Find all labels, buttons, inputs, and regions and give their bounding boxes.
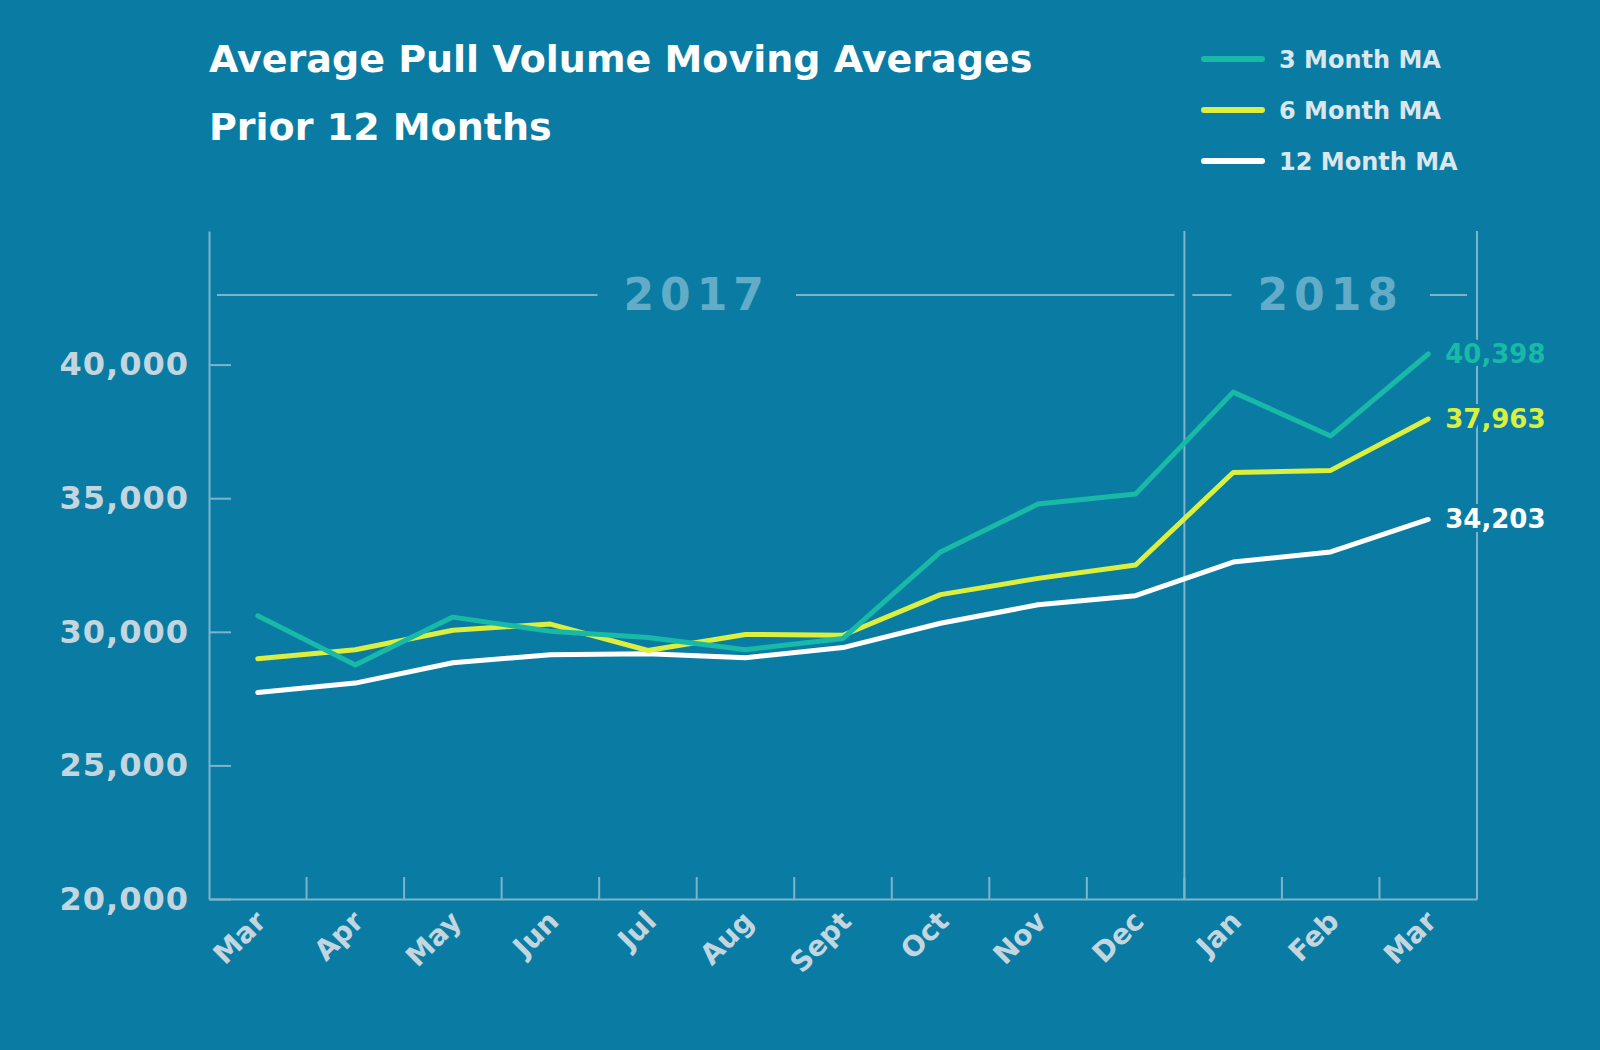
subtitle: Prior 12 Months: [209, 105, 552, 149]
y-axis-line: [209, 232, 211, 900]
x-tick-label: Dec: [1086, 905, 1151, 970]
category-separator: [793, 877, 795, 899]
x-tick-label: Aug: [693, 905, 760, 972]
y-tick-mark: [209, 765, 231, 767]
y-tick: 25,000: [60, 746, 231, 784]
category-separator: [988, 877, 990, 899]
title: Average Pull Volume Moving Averages: [209, 37, 1032, 81]
x-tick-label: May: [399, 905, 468, 974]
period-label: 2018: [1257, 269, 1403, 320]
category-separator: [1281, 877, 1283, 899]
series-line: [258, 354, 1428, 665]
x-tick: Mar: [1377, 904, 1443, 970]
y-tick-mark: [209, 364, 231, 366]
series-line: [258, 419, 1428, 659]
y-tick: 20,000: [60, 880, 231, 918]
value-label: 37,963: [1445, 404, 1545, 434]
x-tick: May: [399, 905, 468, 974]
x-axis: Mar Apr May Jun Jul Aug Sept Oct Nov Dec Jan Feb Mar: [207, 900, 1478, 980]
period-divider: [1183, 231, 1185, 899]
y-tick-label: 40,000: [60, 345, 189, 383]
category-separator: [1183, 877, 1185, 899]
background: [0, 0, 1600, 1050]
chart: Average Pull Volume Moving Averages Prior…: [0, 0, 1600, 1050]
x-tick: Oct: [894, 905, 955, 966]
period-rule: [1430, 294, 1467, 296]
legend: 3 Month MA 6 Month MA 12 Month MA: [1204, 46, 1458, 176]
x-axis-line: [210, 899, 1478, 901]
x-tick: Aug: [693, 905, 760, 972]
period-rule: [217, 294, 597, 296]
y-tick: 30,000: [60, 613, 231, 651]
y-tick-mark: [209, 631, 231, 633]
category-separator: [1378, 877, 1380, 899]
x-tick-label: Mar: [1377, 904, 1443, 970]
y-tick-label: 25,000: [60, 746, 189, 784]
legend-label: 12 Month MA: [1279, 148, 1458, 176]
x-tick: Feb: [1282, 905, 1346, 969]
x-tick-label: Sept: [783, 905, 858, 980]
category-separator: [1086, 877, 1088, 899]
y-tick-label: 30,000: [60, 613, 189, 651]
x-tick-label: Oct: [894, 905, 955, 966]
x-tick-label: Apr: [308, 904, 371, 967]
category-separator: [696, 877, 698, 899]
category-separator: [403, 877, 405, 899]
x-tick: Mar: [207, 904, 273, 970]
category-separator: [501, 877, 503, 899]
y-tick: 35,000: [60, 479, 231, 517]
period-rule: [1192, 294, 1231, 296]
x-tick-label: Jan: [1189, 905, 1249, 965]
plot-frame: [1476, 231, 1478, 899]
x-tick: Jul: [610, 905, 663, 958]
value-label: 40,398: [1445, 339, 1545, 369]
periods: 2017 2018: [217, 231, 1467, 899]
category-separator: [891, 877, 893, 899]
legend-swatch: [1204, 107, 1262, 113]
x-tick: Apr: [308, 904, 371, 967]
x-tick-label: Nov: [987, 905, 1053, 971]
y-tick-label: 20,000: [60, 880, 189, 918]
x-tick-label: Jun: [505, 905, 565, 965]
x-tick: Jan: [1189, 905, 1249, 965]
legend-label: 3 Month MA: [1279, 46, 1441, 74]
x-tick-label: Feb: [1282, 905, 1346, 969]
value-label: 34,203: [1445, 504, 1545, 534]
legend-label: 6 Month MA: [1279, 97, 1441, 125]
period-rule: [796, 294, 1174, 296]
period-label: 2017: [623, 269, 769, 320]
x-tick: Dec: [1086, 905, 1151, 970]
category-separator: [598, 877, 600, 899]
y-axis: 20,000 25,000 30,000 35,000 40,000: [60, 232, 231, 918]
value-labels: 40,398 37,963 34,203: [1445, 339, 1545, 535]
x-tick: Nov: [987, 905, 1053, 971]
category-separator: [306, 877, 308, 899]
lines: [258, 354, 1428, 692]
legend-swatch: [1204, 56, 1262, 62]
y-tick-mark: [209, 498, 231, 500]
x-tick-label: Mar: [207, 904, 273, 970]
series-line: [258, 519, 1428, 692]
x-tick: Jun: [505, 905, 565, 965]
legend-swatch: [1204, 158, 1262, 164]
x-tick: Sept: [783, 905, 858, 980]
y-tick-label: 35,000: [60, 479, 189, 517]
x-tick-label: Jul: [610, 905, 663, 958]
y-tick: 40,000: [60, 345, 231, 383]
